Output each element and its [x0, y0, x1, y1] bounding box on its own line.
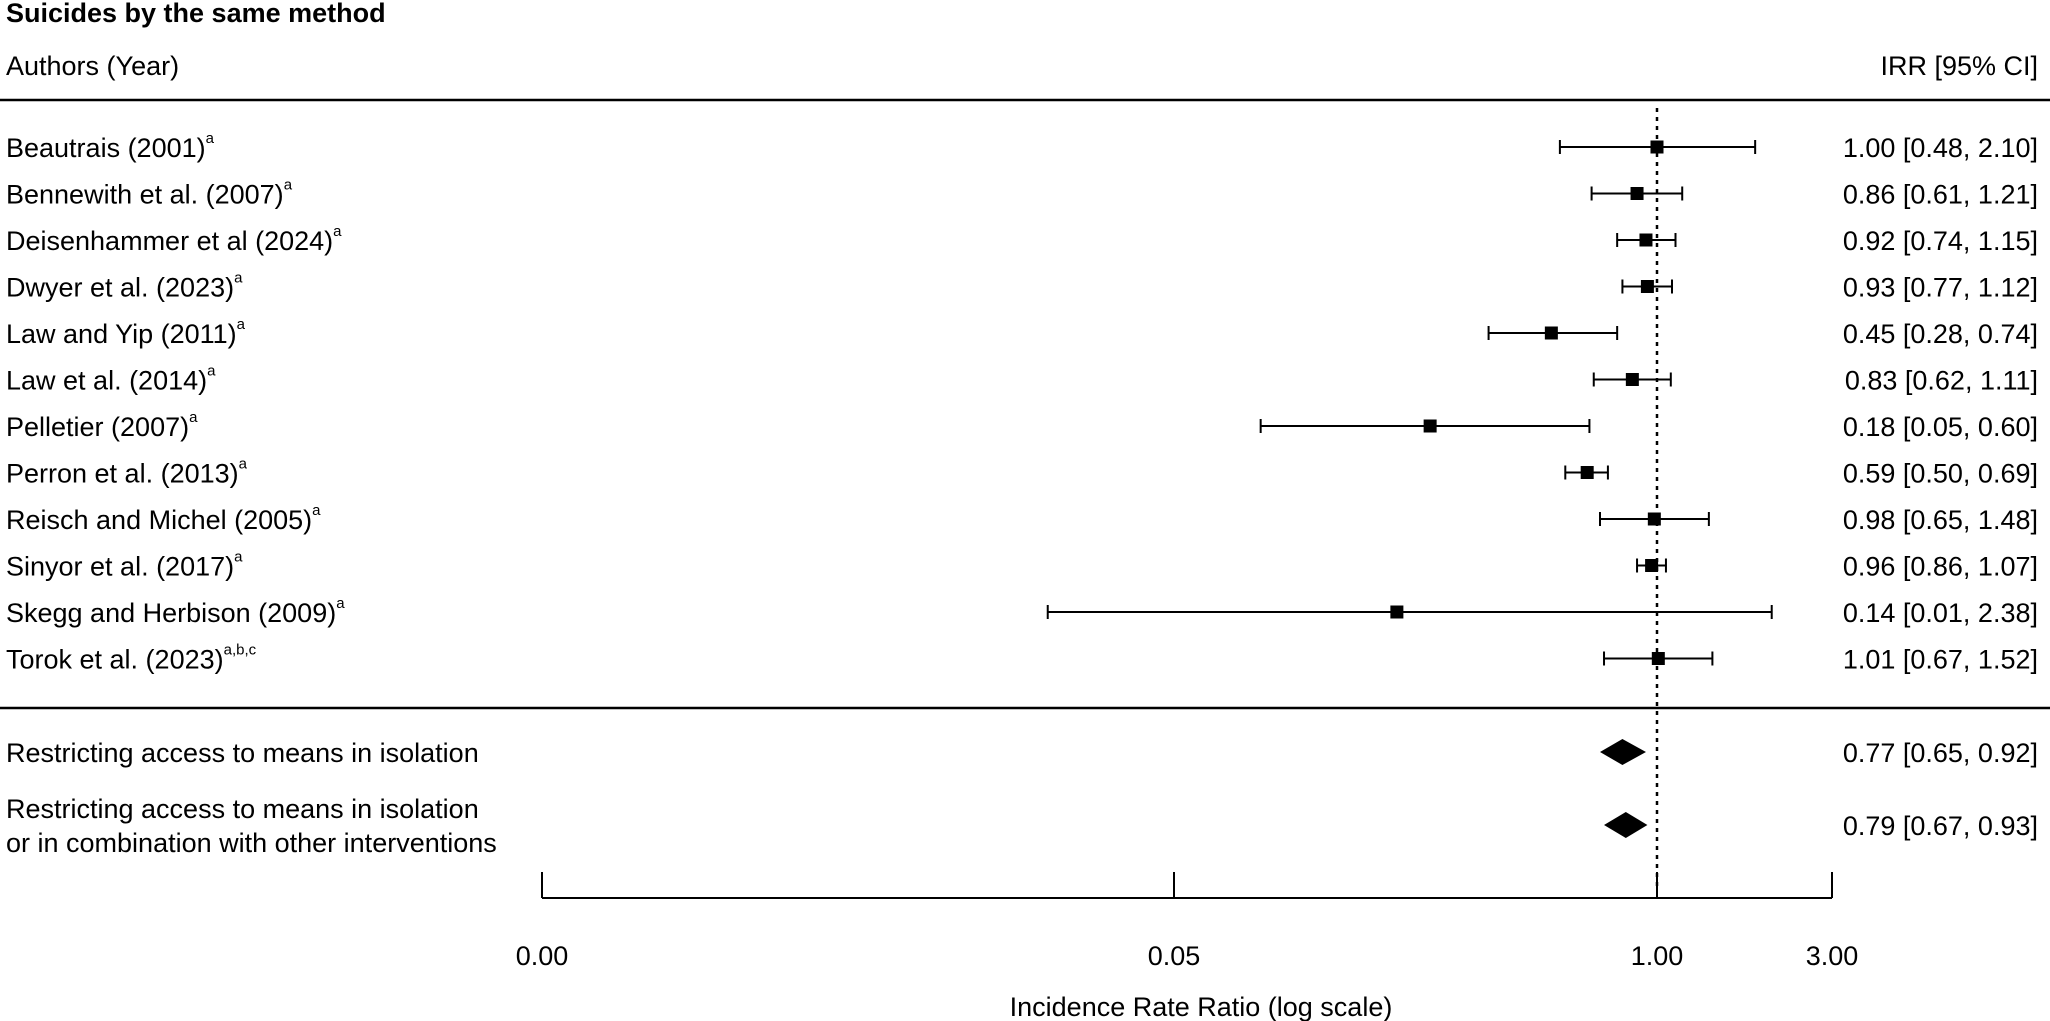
study-8-label: Perron et al. (2013)a	[6, 456, 248, 489]
study-9-label: Reisch and Michel (2005)a	[6, 502, 321, 535]
study-6-estimate: 0.83 [0.62, 1.11]	[1845, 366, 2038, 396]
summary-1-label-line-1: Restricting access to means in isolation	[6, 738, 479, 768]
x-tick-label-1: 0.00	[516, 941, 569, 971]
study-7-label: Pelletier (2007)a	[6, 409, 198, 442]
study-12-estimate: 1.01 [0.67, 1.52]	[1843, 645, 2038, 675]
study-1-author: Beautrais (2001)	[6, 133, 206, 163]
study-12-author: Torok et al. (2023)	[6, 645, 224, 675]
study-11-estimate: 0.14 [0.01, 2.38]	[1843, 598, 2038, 628]
column-header-irr: IRR [95% CI]	[1880, 51, 2038, 81]
x-tick-label-2: 0.05	[1148, 941, 1201, 971]
study-8-author: Perron et al. (2013)	[6, 459, 239, 489]
study-11-point	[1390, 605, 1404, 619]
column-header-authors: Authors (Year)	[6, 51, 179, 81]
summary-1-diamond	[1600, 739, 1646, 765]
study-9-superscript: a	[312, 502, 321, 519]
study-12-point	[1651, 652, 1665, 665]
study-3-superscript: a	[333, 223, 342, 240]
study-8-point	[1580, 466, 1594, 479]
study-1-point	[1650, 140, 1664, 154]
study-11-label: Skegg and Herbison (2009)a	[6, 595, 345, 628]
study-11-superscript: a	[336, 595, 345, 612]
study-8-superscript: a	[239, 456, 248, 473]
x-tick-label-4: 3.00	[1806, 941, 1859, 971]
summary-1-estimate: 0.77 [0.65, 0.92]	[1843, 738, 2038, 768]
study-1-superscript: a	[206, 130, 215, 147]
study-12-label: Torok et al. (2023)a,b,c	[6, 642, 257, 675]
study-7-author: Pelletier (2007)	[6, 412, 189, 442]
study-5-label: Law and Yip (2011)a	[6, 316, 246, 349]
study-3-label: Deisenhammer et al (2024)a	[6, 223, 342, 256]
study-10-superscript: a	[234, 549, 243, 566]
x-axis-label: Incidence Rate Ratio (log scale)	[1010, 992, 1393, 1021]
study-6-point	[1625, 373, 1639, 386]
study-7-estimate: 0.18 [0.05, 0.60]	[1843, 412, 2038, 442]
study-9-point	[1647, 512, 1661, 526]
study-3-point	[1639, 233, 1653, 247]
study-10-estimate: 0.96 [0.86, 1.07]	[1843, 552, 2038, 582]
study-5-estimate: 0.45 [0.28, 0.74]	[1843, 319, 2038, 349]
study-5-superscript: a	[237, 316, 246, 333]
study-6-label: Law et al. (2014)a	[6, 363, 216, 396]
study-6-author: Law et al. (2014)	[6, 366, 207, 396]
study-7-superscript: a	[189, 409, 198, 426]
study-4-label: Dwyer et al. (2023)a	[6, 270, 243, 303]
study-4-superscript: a	[234, 270, 243, 287]
study-3-author: Deisenhammer et al (2024)	[6, 226, 333, 256]
study-2-estimate: 0.86 [0.61, 1.21]	[1843, 180, 2038, 210]
study-1-estimate: 1.00 [0.48, 2.10]	[1843, 133, 2038, 163]
study-10-label: Sinyor et al. (2017)a	[6, 549, 243, 582]
study-4-point	[1640, 280, 1654, 293]
study-3-estimate: 0.92 [0.74, 1.15]	[1843, 226, 2038, 256]
summary-2-diamond	[1604, 812, 1648, 838]
study-10-point	[1645, 559, 1659, 572]
study-7-point	[1423, 419, 1437, 433]
study-5-author: Law and Yip (2011)	[6, 319, 237, 349]
study-11-author: Skegg and Herbison (2009)	[6, 598, 336, 628]
study-4-estimate: 0.93 [0.77, 1.12]	[1843, 273, 2038, 303]
chart-title: Suicides by the same method	[6, 0, 386, 28]
study-6-superscript: a	[207, 363, 216, 380]
study-8-estimate: 0.59 [0.50, 0.69]	[1843, 459, 2038, 489]
study-5-point	[1544, 326, 1558, 340]
study-2-superscript: a	[284, 177, 293, 194]
study-2-label: Bennewith et al. (2007)a	[6, 177, 293, 210]
study-4-author: Dwyer et al. (2023)	[6, 273, 234, 303]
summary-2-label-line-1: Restricting access to means in isolation	[6, 794, 479, 824]
study-10-author: Sinyor et al. (2017)	[6, 552, 234, 582]
study-12-superscript: a,b,c	[224, 642, 257, 659]
summary-2-estimate: 0.79 [0.67, 0.93]	[1843, 811, 2038, 841]
plot-layer: Beautrais (2001)a 1.00 [0.48, 2.10]Bennew…	[6, 108, 2038, 971]
study-1-label: Beautrais (2001)a	[6, 130, 215, 163]
summary-2-label-line-2: or in combination with other interventio…	[6, 828, 497, 858]
study-2-point	[1630, 187, 1644, 200]
x-tick-label-3: 1.00	[1631, 941, 1684, 971]
study-9-author: Reisch and Michel (2005)	[6, 505, 312, 535]
study-9-estimate: 0.98 [0.65, 1.48]	[1843, 505, 2038, 535]
study-2-author: Bennewith et al. (2007)	[6, 180, 284, 210]
